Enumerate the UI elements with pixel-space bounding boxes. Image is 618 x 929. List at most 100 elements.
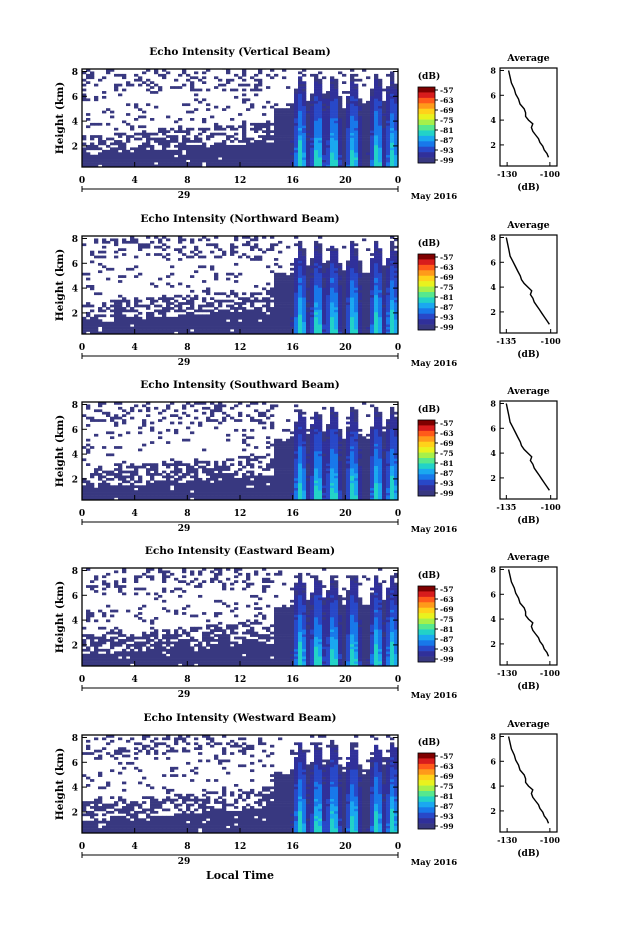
heatmap-cell bbox=[362, 282, 367, 286]
heatmap-cell bbox=[302, 426, 307, 430]
heatmap-cell bbox=[350, 132, 355, 136]
heatmap-cell bbox=[378, 253, 383, 256]
heatmap-cell bbox=[126, 497, 131, 501]
heatmap-cell bbox=[314, 88, 319, 92]
heatmap-cell bbox=[338, 314, 343, 318]
heatmap-cell bbox=[166, 331, 171, 335]
heatmap-cell bbox=[230, 321, 235, 325]
heatmap-cell bbox=[314, 285, 319, 288]
heatmap-cell bbox=[98, 137, 103, 141]
heatmap-cell bbox=[262, 326, 267, 330]
heatmap-cell bbox=[238, 311, 243, 315]
heatmap-cell bbox=[142, 149, 147, 153]
heatmap-cell bbox=[298, 142, 303, 146]
heatmap-cell bbox=[114, 152, 119, 156]
heatmap-cell bbox=[178, 154, 183, 158]
heatmap-cell bbox=[326, 135, 331, 138]
heatmap-cell bbox=[370, 326, 375, 330]
heatmap-cell bbox=[286, 326, 291, 330]
heatmap-cell bbox=[394, 299, 399, 303]
heatmap-cell bbox=[166, 154, 171, 158]
heatmap-cell bbox=[110, 69, 115, 72]
heatmap-cell bbox=[126, 465, 131, 469]
heatmap-cell bbox=[250, 497, 255, 501]
heatmap-cell bbox=[238, 154, 243, 158]
profile-y-tick-label: 4 bbox=[490, 115, 496, 125]
heatmap-cell bbox=[310, 497, 315, 501]
heatmap-cell bbox=[114, 414, 119, 417]
heatmap-cell bbox=[330, 250, 335, 254]
heatmap-cell bbox=[322, 438, 327, 442]
heatmap-cell bbox=[126, 475, 131, 479]
heatmap-cell bbox=[322, 406, 327, 410]
heatmap-cell bbox=[330, 253, 335, 256]
heatmap-cell bbox=[310, 118, 315, 121]
colorbar-label: -81 bbox=[440, 293, 454, 302]
heatmap-cell bbox=[146, 319, 151, 323]
heatmap-cell bbox=[374, 130, 379, 133]
heatmap-cell bbox=[318, 147, 323, 151]
heatmap-cell bbox=[302, 152, 307, 156]
heatmap-cell bbox=[326, 287, 331, 291]
heatmap-cell bbox=[238, 468, 243, 471]
heatmap-cell bbox=[302, 289, 307, 293]
heatmap-cell bbox=[258, 127, 263, 131]
heatmap-cell bbox=[178, 157, 183, 160]
heatmap-cell bbox=[210, 309, 215, 313]
heatmap-cell bbox=[106, 267, 111, 271]
heatmap-cell bbox=[298, 473, 303, 476]
heatmap-cell bbox=[218, 311, 223, 315]
heatmap-cell bbox=[310, 495, 315, 498]
heatmap-cell bbox=[278, 277, 283, 281]
heatmap-cell bbox=[390, 127, 395, 131]
heatmap-cell bbox=[374, 253, 379, 256]
colorbar-swatch bbox=[418, 281, 435, 287]
heatmap-cell bbox=[302, 470, 307, 474]
heatmap-cell bbox=[290, 490, 295, 493]
heatmap-cell bbox=[214, 142, 219, 146]
heatmap-cell bbox=[86, 480, 91, 484]
heatmap-cell bbox=[86, 144, 91, 148]
heatmap-cell bbox=[354, 243, 359, 247]
heatmap-cell bbox=[378, 110, 383, 114]
heatmap-cell bbox=[394, 262, 399, 266]
heatmap-cell bbox=[94, 144, 99, 148]
heatmap-cell bbox=[274, 304, 279, 308]
heatmap-cell bbox=[326, 302, 331, 305]
heatmap-cell bbox=[290, 140, 295, 143]
heatmap-cell bbox=[310, 458, 315, 462]
heatmap-cell bbox=[386, 95, 391, 99]
profile-frame bbox=[499, 67, 558, 167]
heatmap-cell bbox=[390, 159, 395, 163]
heatmap-cell bbox=[270, 142, 275, 146]
heatmap-cell bbox=[202, 324, 207, 327]
heatmap-cell bbox=[222, 127, 227, 131]
heatmap-cell bbox=[386, 130, 391, 133]
heatmap-cell bbox=[166, 164, 171, 168]
heatmap-cell bbox=[310, 147, 315, 151]
heatmap-cell bbox=[314, 485, 319, 489]
heatmap-cell bbox=[234, 470, 239, 474]
heatmap-cell bbox=[190, 299, 195, 303]
heatmap-cell bbox=[366, 103, 371, 107]
heatmap-cell bbox=[198, 152, 203, 156]
heatmap-cell bbox=[334, 130, 339, 133]
heatmap-cell bbox=[282, 299, 287, 303]
heatmap-cell bbox=[342, 108, 347, 111]
heatmap-cell bbox=[322, 446, 327, 449]
heatmap-cell bbox=[262, 140, 267, 143]
heatmap-cell bbox=[282, 118, 287, 121]
heatmap-cell bbox=[378, 78, 383, 82]
heatmap-cell bbox=[334, 475, 339, 479]
heatmap-cell bbox=[286, 110, 291, 114]
heatmap-cell bbox=[230, 292, 235, 296]
heatmap-cell bbox=[246, 309, 251, 313]
heatmap-cell bbox=[350, 100, 355, 104]
heatmap-cell bbox=[282, 490, 287, 493]
heatmap-cell bbox=[354, 132, 359, 136]
heatmap-cell bbox=[138, 147, 143, 151]
heatmap-cell bbox=[290, 164, 295, 168]
heatmap-cell bbox=[298, 307, 303, 310]
heatmap-cell bbox=[334, 103, 339, 107]
heatmap-cell bbox=[294, 421, 299, 425]
